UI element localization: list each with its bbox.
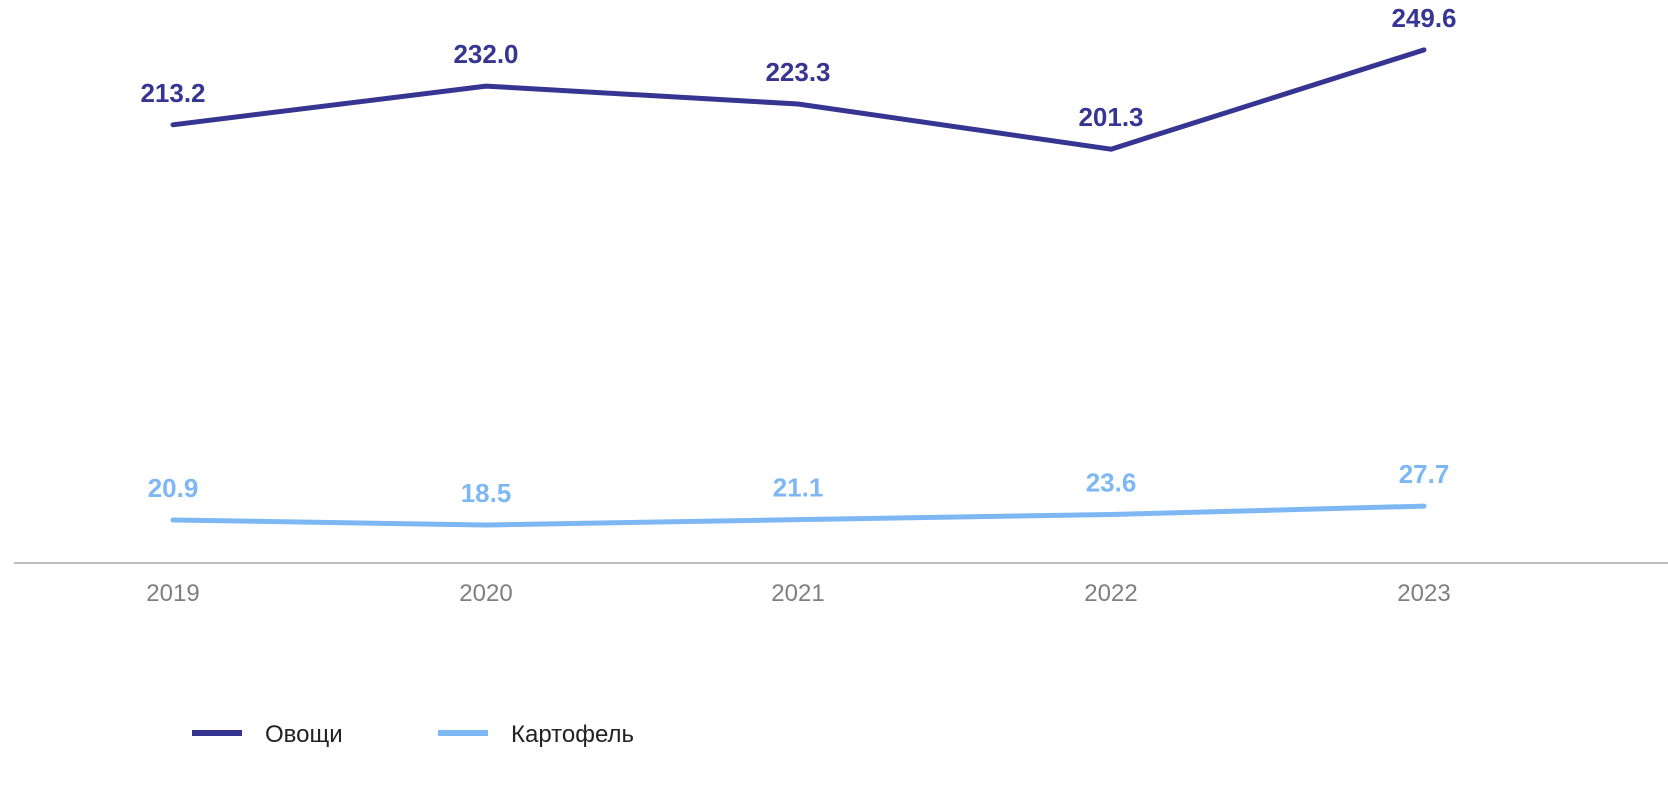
x-axis-ticks: 2019 2020 2021 2022 2023 xyxy=(146,580,1450,607)
data-label-0-3: 201.3 xyxy=(1078,102,1143,132)
x-tick-label-2022: 2022 xyxy=(1084,580,1137,607)
data-label-1-3: 23.6 xyxy=(1086,467,1137,497)
data-label-0-1: 232.0 xyxy=(453,39,518,69)
legend-label-0: Овощи xyxy=(265,721,343,748)
data-label-1-1: 18.5 xyxy=(461,478,512,508)
series-line-0 xyxy=(170,47,1427,152)
x-tick-label-2023: 2023 xyxy=(1397,580,1450,607)
x-tick-label-2019: 2019 xyxy=(146,580,199,607)
legend: Овощи Картофель xyxy=(192,721,634,748)
legend-label-1: Картофель xyxy=(511,721,634,748)
data-label-0-2: 223.3 xyxy=(765,57,830,87)
series-layer: 213.2 232.0 223.3 201.3 249.6 20.9 18.5 21.1 23.… xyxy=(140,3,1457,528)
data-label-1-4: 27.7 xyxy=(1399,459,1450,489)
data-label-0-0: 213.2 xyxy=(140,78,205,108)
x-tick-label-2021: 2021 xyxy=(771,580,824,607)
data-label-1-2: 21.1 xyxy=(773,473,824,503)
series-line-1 xyxy=(170,503,1427,528)
data-label-0-4: 249.6 xyxy=(1391,3,1456,33)
x-tick-label-2020: 2020 xyxy=(459,580,512,607)
data-label-1-0: 20.9 xyxy=(148,473,199,503)
